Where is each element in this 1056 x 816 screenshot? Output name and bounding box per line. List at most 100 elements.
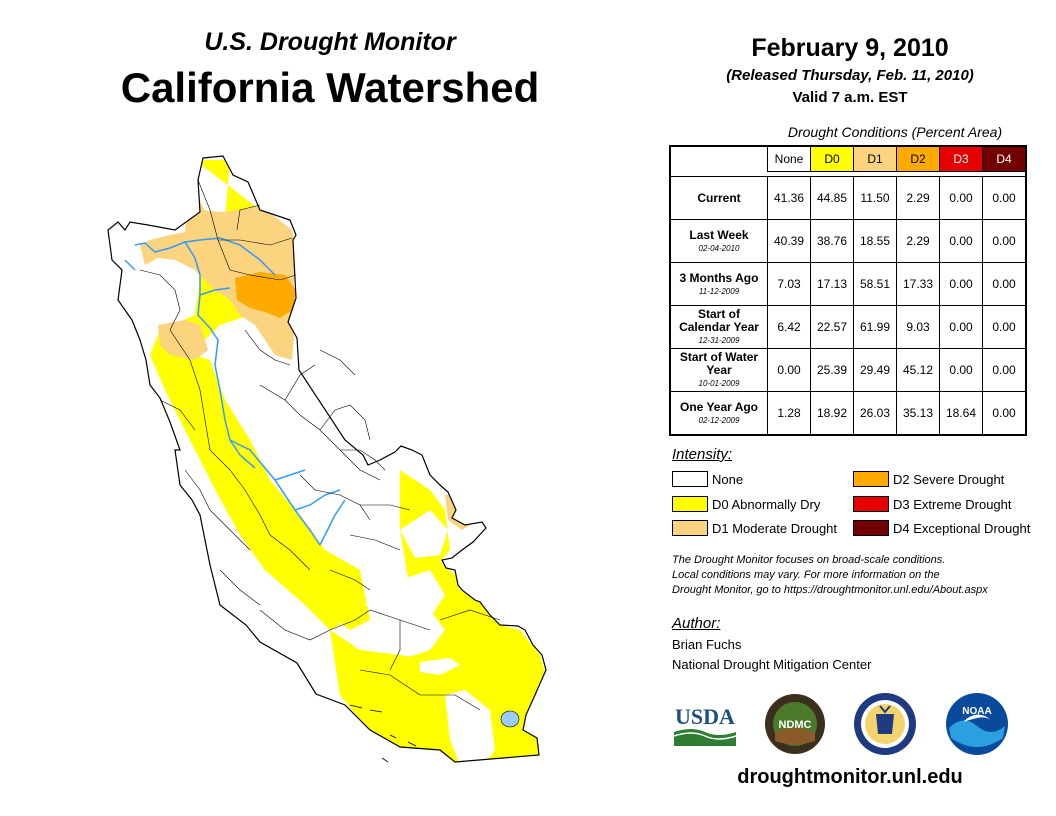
table-cell: 29.49 [853, 348, 897, 392]
table-row: One Year Ago 02-12-2009 1.28 18.92 26.03 35.1… [670, 391, 1026, 435]
row-label-text: 3 Months Ago [679, 270, 759, 285]
author-name: Brian Fuchs [672, 637, 742, 652]
noaa-logo-text: NOAA [962, 706, 991, 717]
row-date: 02-04-2010 [698, 243, 740, 253]
row-date: 12-31-2009 [698, 336, 740, 345]
table-cell: 18.64 [939, 391, 983, 435]
table-cell: 0.00 [982, 219, 1026, 263]
d0-valley-floor-area [180, 350, 370, 630]
note-line: Drought Monitor, go to https://droughtmo… [672, 584, 988, 596]
table-cell: 0.00 [982, 348, 1026, 392]
drought-conditions-table: None D0 D1 D2 D3 D4 Current 41.36 44.85 11.… [669, 145, 1027, 436]
legend-item-d2: D2 Severe Drought [853, 471, 1004, 487]
river-network [124, 237, 346, 546]
ndmc-logo: NDMC [765, 694, 825, 754]
table-cell: 7.03 [767, 262, 811, 306]
none-hole-mountains [400, 510, 448, 558]
row-label-text: One Year Ago [679, 399, 759, 414]
table-cell: 2.29 [896, 176, 940, 220]
table-cell: 17.33 [896, 262, 940, 306]
author-org: National Drought Mitigation Center [672, 657, 872, 672]
map-supertitle: U.S. Drought Monitor [204, 28, 456, 56]
table-row: Start of Calendar Year 12-31-2009 6.42 22.5… [670, 305, 1026, 349]
d1-northeast-area [140, 195, 296, 360]
disclaimer-note: The Drought Monitor focuses on broad-sca… [672, 553, 1052, 598]
legend-item-none: None [672, 471, 743, 487]
column-header-d0: D0 [810, 146, 854, 172]
noaa-logo: NOAA [946, 693, 1008, 755]
usda-logo-text: USDA [675, 704, 735, 729]
table-cell: 0.00 [982, 262, 1026, 306]
salton-sea [500, 710, 520, 728]
legend-swatch [853, 520, 889, 536]
column-header-d1: D1 [853, 146, 897, 172]
legend-item-d1: D1 Moderate Drought [672, 520, 837, 536]
table-cell: 35.13 [896, 391, 940, 435]
website-url: droughtmonitor.unl.edu [737, 766, 963, 788]
row-date: 02-12-2009 [698, 415, 740, 425]
table-cell: 61.99 [853, 305, 897, 349]
row-date: 10-01-2009 [698, 379, 740, 388]
row-label: 3 Months Ago 11-12-2009 [670, 262, 768, 306]
none-hole-southern-desert [445, 690, 495, 762]
table-cell: 40.39 [767, 219, 811, 263]
legend-label: None [712, 471, 744, 487]
table-header-row: None D0 D1 D2 D3 D4 [671, 146, 1026, 172]
table-cell: 2.29 [896, 219, 940, 263]
table-cell: 25.39 [810, 348, 854, 392]
table-header-blank [671, 147, 768, 172]
table-cell: 18.55 [853, 219, 897, 263]
d1-sacramento-area [158, 320, 208, 360]
legend-swatch [853, 471, 889, 487]
table-cell: 0.00 [939, 305, 983, 349]
d0-coastal-strip [330, 630, 460, 750]
d2-northeast-area [235, 272, 296, 318]
legend-title: Intensity: [672, 446, 733, 463]
row-label-text: Start of Calendar Year [679, 307, 759, 334]
table-row: Current 41.36 44.85 11.50 2.29 0.00 0.00 [670, 176, 1026, 220]
table-row: 3 Months Ago 11-12-2009 7.03 17.13 58.51 17.3… [670, 262, 1026, 306]
note-line: The Drought Monitor focuses on broad-sca… [672, 554, 946, 566]
table-cell: 0.00 [982, 305, 1026, 349]
row-label-text: Start of Water Year [679, 350, 759, 377]
author-title: Author: [672, 615, 721, 632]
table-cell: 18.92 [810, 391, 854, 435]
row-label: Current [670, 176, 768, 220]
legend-label: D1 Moderate Drought [712, 520, 838, 536]
map-title: California Watershed [120, 64, 540, 111]
row-label: One Year Ago 02-12-2009 [670, 391, 768, 435]
table-cell: 44.85 [810, 176, 854, 220]
commerce-seal-logo [854, 693, 916, 755]
table-cell: 11.50 [853, 176, 897, 220]
table-cell: 0.00 [939, 219, 983, 263]
table-cell: 17.13 [810, 262, 854, 306]
legend-label: D4 Exceptional Drought [893, 520, 1031, 536]
release-date: (Released Thursday, Feb. 11, 2010) [726, 67, 974, 84]
table-caption: Drought Conditions (Percent Area) [787, 124, 1003, 140]
table-cell: 0.00 [982, 391, 1026, 435]
channel-islands [349, 704, 417, 763]
table-cell: 1.28 [767, 391, 811, 435]
legend-label: D3 Extreme Drought [893, 496, 1012, 512]
none-hole-la [420, 658, 460, 675]
valid-time: Valid 7 a.m. EST [792, 89, 908, 106]
table-cell: 0.00 [939, 262, 983, 306]
row-label: Start of Water Year 10-01-2009 [670, 348, 768, 392]
map-date: February 9, 2010 [751, 34, 949, 62]
column-header-none: None [767, 146, 811, 172]
table-cell: 41.36 [767, 176, 811, 220]
ndmc-logo-text: NDMC [779, 719, 812, 731]
table-cell: 38.76 [810, 219, 854, 263]
legend-item-d3: D3 Extreme Drought [853, 496, 1012, 512]
table-cell: 0.00 [939, 348, 983, 392]
watershed-boundaries [139, 179, 501, 711]
table-cell: 22.57 [810, 305, 854, 349]
column-header-d2: D2 [896, 146, 940, 172]
legend-item-d4: D4 Exceptional Drought [853, 520, 1030, 536]
none-hole-south [365, 570, 445, 620]
column-header-d4: D4 [982, 146, 1026, 172]
column-header-d3: D3 [939, 146, 983, 172]
row-label-text: Current [697, 190, 741, 205]
table-cell: 0.00 [767, 348, 811, 392]
table-row: Start of Water Year 10-01-2009 0.00 25.39 29… [670, 348, 1026, 392]
